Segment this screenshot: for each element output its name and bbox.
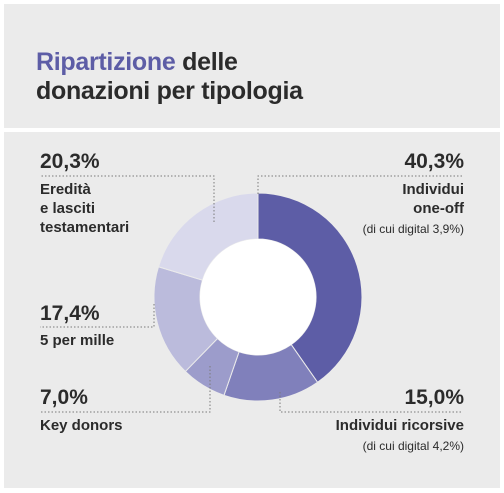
label-key-donors-line1: Key donors — [40, 417, 123, 434]
label-ricorsive-note: (di cui digital 4,2%) — [362, 439, 464, 453]
leader-lines — [40, 175, 462, 413]
label-5-per-mille-line1: 5 per mille — [40, 332, 115, 349]
leader-line-key-donors — [40, 366, 211, 413]
label-5-per-mille-pct: 17,4% — [40, 302, 100, 325]
label-eredita-line3: testamentari — [40, 219, 130, 236]
title-accent: Ripartizione — [36, 48, 176, 76]
label-one-off-line2: one-off — [413, 200, 464, 217]
donut-slices — [153, 192, 363, 402]
label-ricorsive-line1: Individui ricorsive — [335, 417, 464, 434]
donut-hole — [200, 239, 316, 355]
title-line2: donazioni per tipologia — [36, 77, 303, 105]
chart-card: Ripartizione delle donazioni per tipologi… — [4, 4, 500, 488]
label-ricorsive-pct: 15,0% — [404, 386, 464, 409]
chart-title: Ripartizione delle donazioni per tipologi… — [36, 48, 303, 106]
title-divider — [4, 128, 500, 132]
label-eredita-line2: e lasciti — [40, 200, 96, 217]
leader-line-ricorsive — [279, 392, 462, 413]
donut-chart — [40, 175, 462, 413]
leader-line-one-off — [257, 175, 462, 194]
label-key-donors-pct: 7,0% — [40, 386, 88, 409]
label-one-off-line1: Individui — [402, 181, 464, 198]
title-line1-rest: delle — [175, 48, 238, 76]
leader-line-5-per-mille — [40, 304, 155, 328]
label-eredita-pct: 20,3% — [40, 150, 100, 173]
leader-line-eredita — [40, 175, 215, 222]
label-eredita-line1: Eredità — [40, 181, 91, 198]
label-one-off-pct: 40,3% — [404, 150, 464, 173]
label-one-off-note: (di cui digital 3,9%) — [362, 222, 464, 236]
